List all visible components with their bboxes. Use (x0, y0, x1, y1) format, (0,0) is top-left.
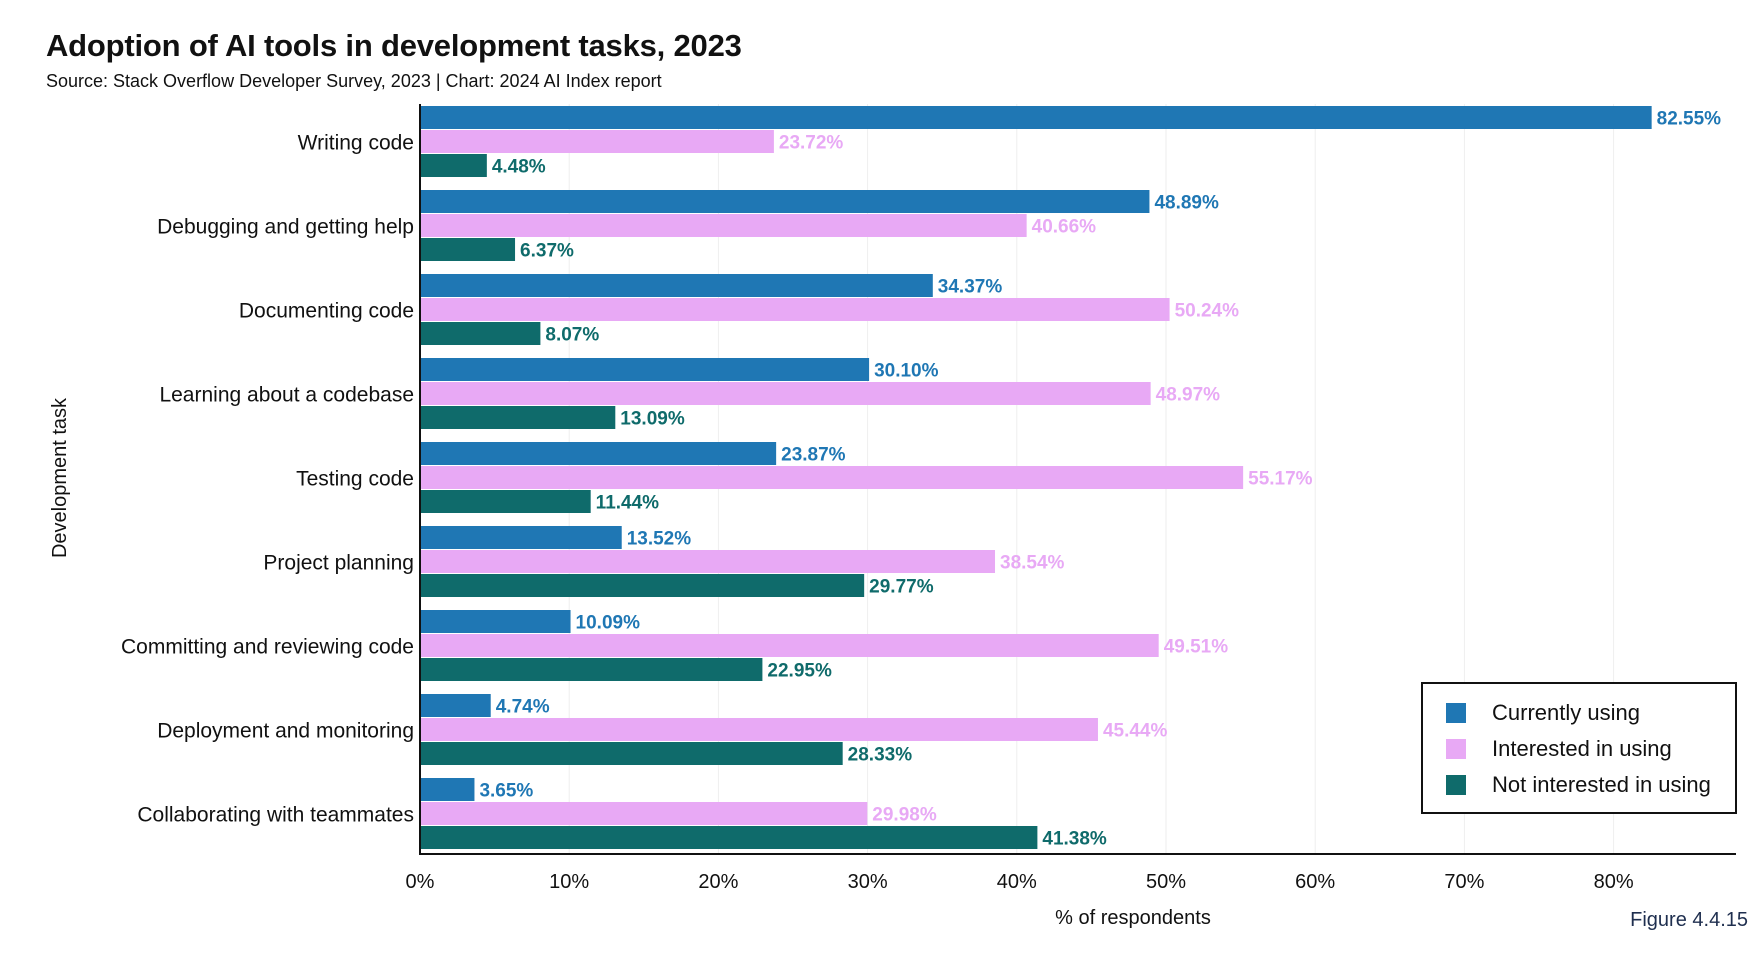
data-label: 6.37% (520, 241, 574, 262)
bar (420, 322, 541, 345)
data-label: 4.74% (496, 697, 550, 718)
bar (420, 406, 616, 429)
legend-label: Not interested in using (1492, 772, 1711, 797)
data-label: 82.55% (1657, 109, 1722, 130)
x-tick-label: 0% (406, 871, 435, 893)
data-label: 38.54% (1000, 553, 1065, 574)
bar (420, 550, 996, 573)
x-tick-label: 30% (848, 871, 888, 893)
data-label: 48.89% (1154, 193, 1219, 214)
data-label: 34.37% (938, 277, 1003, 298)
data-label: 4.48% (492, 157, 546, 178)
bar (420, 526, 622, 549)
x-tick-label: 10% (549, 871, 589, 893)
bar (420, 802, 868, 825)
data-label: 29.98% (872, 805, 937, 826)
data-label: 28.33% (848, 745, 913, 766)
category-label: Writing code (298, 132, 414, 155)
bar (420, 106, 1652, 129)
x-tick-label: 20% (698, 871, 738, 893)
data-label: 29.77% (869, 577, 934, 598)
data-label: 3.65% (479, 781, 533, 802)
bar (420, 298, 1170, 321)
legend-swatch (1446, 775, 1466, 795)
data-label: 10.09% (576, 613, 641, 634)
legend-box (1421, 682, 1737, 814)
data-label: 13.52% (627, 529, 692, 550)
chart-title: Adoption of AI tools in development task… (46, 28, 742, 63)
category-label: Testing code (296, 468, 414, 491)
x-axis-title: % of respondents (1055, 907, 1211, 929)
data-label: 48.97% (1156, 385, 1221, 406)
bar (420, 442, 777, 465)
bar (420, 130, 774, 153)
data-label: 30.10% (874, 361, 939, 382)
x-tick-label: 50% (1146, 871, 1186, 893)
x-tick-label: 60% (1295, 871, 1335, 893)
bar (420, 358, 870, 381)
data-label: 41.38% (1042, 829, 1107, 850)
bar (420, 190, 1150, 213)
legend-label: Currently using (1492, 700, 1640, 725)
data-label: 50.24% (1175, 301, 1240, 322)
figure-label: Figure 4.4.15 (1630, 909, 1748, 931)
legend-swatch (1446, 739, 1466, 759)
y-axis-title: Development task (49, 397, 71, 558)
bar (420, 382, 1151, 405)
category-label: Learning about a codebase (159, 384, 414, 407)
category-label: Deployment and monitoring (157, 720, 414, 743)
bar (420, 574, 865, 597)
bar (420, 778, 475, 801)
bar (420, 826, 1038, 849)
data-label: 22.95% (767, 661, 832, 682)
bar (420, 490, 591, 513)
bar (420, 634, 1159, 657)
bar (420, 238, 516, 261)
data-label: 8.07% (545, 325, 599, 346)
bar (420, 466, 1244, 489)
category-label: Collaborating with teammates (137, 804, 414, 827)
bar (420, 694, 491, 717)
data-label: 49.51% (1164, 637, 1229, 658)
data-label: 23.87% (781, 445, 846, 466)
bar (420, 742, 843, 765)
data-label: 45.44% (1103, 721, 1168, 742)
data-label: 40.66% (1032, 217, 1097, 238)
category-label: Committing and reviewing code (121, 636, 414, 659)
data-label: 13.09% (620, 409, 685, 430)
category-label: Project planning (263, 552, 414, 575)
legend-swatch (1446, 703, 1466, 723)
bar (420, 718, 1098, 741)
chart-subtitle: Source: Stack Overflow Developer Survey,… (46, 71, 662, 91)
data-label: 11.44% (596, 493, 659, 514)
x-tick-label: 70% (1444, 871, 1484, 893)
bar (420, 658, 763, 681)
category-label: Debugging and getting help (157, 216, 414, 239)
category-label: Documenting code (239, 300, 414, 323)
x-tick-label: 80% (1594, 871, 1634, 893)
bar (420, 214, 1027, 237)
legend-label: Interested in using (1492, 736, 1672, 761)
bar (420, 274, 933, 297)
bar (420, 610, 571, 633)
data-label: 55.17% (1248, 469, 1313, 490)
bar (420, 154, 487, 177)
x-tick-label: 40% (997, 871, 1037, 893)
data-label: 23.72% (779, 133, 844, 154)
